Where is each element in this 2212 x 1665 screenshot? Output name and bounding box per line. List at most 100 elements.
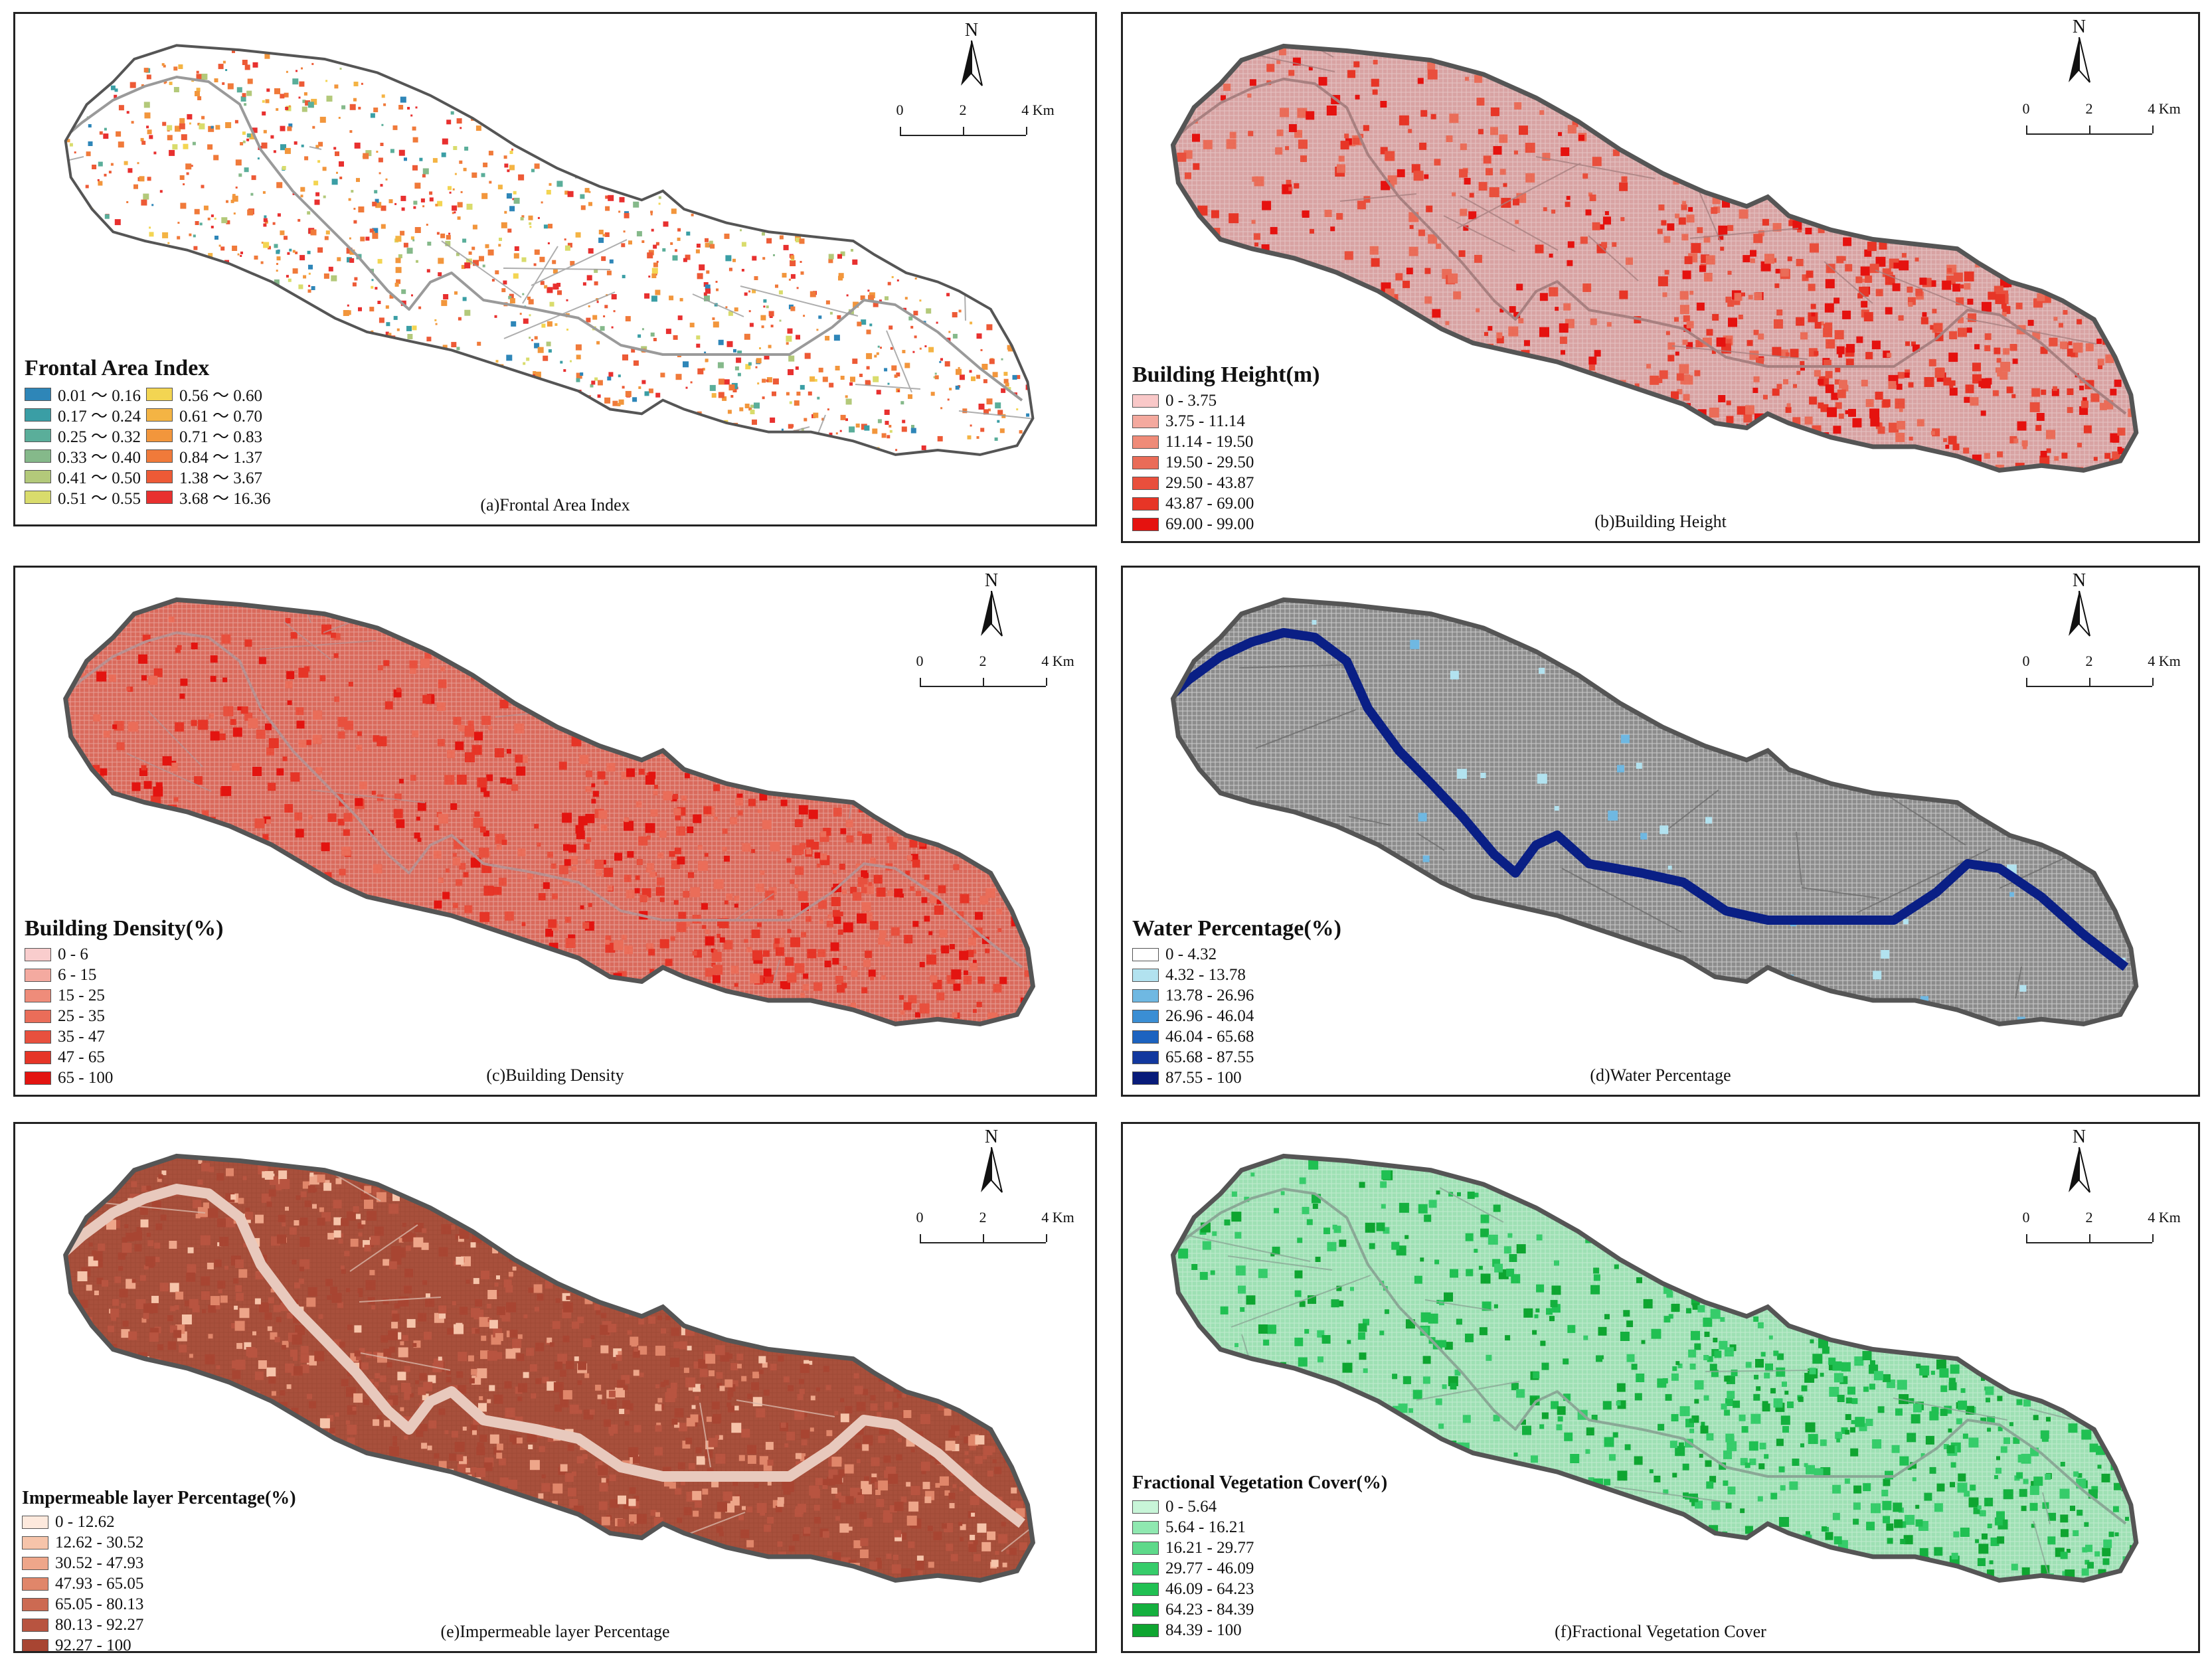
- raster-cell: [211, 214, 214, 218]
- legend-item: 15 - 25: [25, 985, 223, 1006]
- raster-cell: [1543, 207, 1547, 212]
- raster-cell: [766, 377, 772, 383]
- raster-cell: [554, 1404, 562, 1412]
- raster-cell: [386, 322, 390, 327]
- raster-cell: [790, 274, 796, 279]
- raster-cell: [353, 1393, 363, 1403]
- raster-cell: [1338, 155, 1345, 162]
- raster-cell: [363, 1399, 370, 1405]
- raster-cell: [1950, 380, 1956, 386]
- raster-cell: [504, 1381, 512, 1389]
- raster-cell: [582, 922, 590, 929]
- raster-cell: [740, 229, 742, 232]
- raster-cell: [1895, 398, 1905, 409]
- raster-cell: [825, 335, 830, 341]
- raster-cell: [1612, 149, 1620, 157]
- raster-cell: [1376, 1222, 1385, 1231]
- raster-cell: [650, 809, 658, 817]
- raster-cell: [214, 1259, 222, 1267]
- raster-cell: [582, 1454, 588, 1460]
- raster-cell: [398, 254, 402, 258]
- raster-cell: [1675, 1446, 1685, 1457]
- raster-cell: [2023, 445, 2027, 449]
- raster-cell: [973, 1540, 978, 1545]
- raster-cell: [1711, 1370, 1719, 1378]
- raster-cell: [129, 82, 136, 88]
- raster-cell: [296, 707, 304, 716]
- raster-cell: [179, 118, 185, 123]
- raster-cell: [648, 388, 653, 394]
- raster-cell: [617, 1380, 626, 1388]
- raster-cell: [894, 1502, 904, 1512]
- raster-cell: [1525, 173, 1535, 183]
- raster-cell: [333, 1230, 341, 1238]
- raster-cell: [110, 1308, 120, 1318]
- raster-cell: [108, 1325, 114, 1332]
- raster-cell: [218, 64, 224, 70]
- raster-cell: [121, 1303, 126, 1308]
- raster-cell: [521, 257, 527, 262]
- raster-cell: [1326, 106, 1337, 116]
- scale-tick-label: 0: [2022, 653, 2030, 669]
- raster-cell: [635, 875, 640, 880]
- legend-item: 46.04 - 65.68: [1132, 1026, 1341, 1047]
- raster-cell: [958, 1522, 963, 1526]
- raster-cell: [659, 831, 667, 838]
- raster-cell: [697, 860, 708, 871]
- raster-cell: [1930, 325, 1935, 330]
- raster-cell: [438, 878, 444, 883]
- raster-cell: [762, 1362, 768, 1368]
- raster-cell: [912, 859, 920, 868]
- raster-cell: [2060, 1551, 2068, 1559]
- raster-cell: [1513, 1453, 1518, 1457]
- raster-cell: [1994, 285, 2003, 295]
- raster-cell: [1984, 333, 1992, 341]
- raster-cell: [487, 1399, 491, 1403]
- raster-cell: [594, 1304, 600, 1310]
- raster-cell: [474, 732, 483, 741]
- raster-cell: [1646, 364, 1652, 369]
- raster-cell: [1855, 1417, 1865, 1427]
- raster-cell: [1744, 1463, 1750, 1468]
- raster-cell: [290, 1349, 298, 1357]
- raster-cell: [736, 793, 743, 800]
- raster-cell: [861, 887, 867, 894]
- raster-cell: [853, 301, 859, 308]
- raster-cell: [1306, 1219, 1313, 1226]
- raster-cell: [162, 232, 169, 238]
- raster-cell: [557, 1354, 564, 1360]
- raster-cell: [795, 1506, 804, 1514]
- raster-cell: [638, 836, 648, 846]
- raster-cell: [1825, 370, 1833, 378]
- legend-item: 92.27 - 100: [22, 1635, 296, 1651]
- raster-cell: [1919, 278, 1927, 285]
- raster-cell: [607, 376, 612, 381]
- raster-cell: [780, 981, 788, 989]
- raster-cell: [1019, 1542, 1027, 1551]
- raster-cell: [1353, 61, 1360, 68]
- raster-cell: [711, 1401, 720, 1410]
- legend-item: 11.14 - 19.50: [1132, 432, 1319, 452]
- raster-cell: [481, 716, 491, 726]
- raster-cell: [913, 311, 918, 316]
- raster-cell: [717, 1383, 723, 1388]
- raster-cell: [509, 298, 515, 304]
- raster-cell: [709, 384, 716, 391]
- raster-cell: [405, 1245, 411, 1251]
- raster-cell: [1759, 1443, 1766, 1450]
- raster-cell: [149, 232, 154, 237]
- raster-cell: [282, 166, 286, 170]
- raster-cell: [859, 1549, 869, 1558]
- raster-cell: [837, 929, 843, 935]
- scale-tick-label: 4 Km: [2148, 100, 2181, 117]
- raster-cell: [338, 1239, 343, 1244]
- raster-cell: [354, 1350, 361, 1357]
- raster-cell: [153, 151, 157, 155]
- raster-cell: [618, 1351, 622, 1356]
- raster-cell: [1774, 283, 1780, 288]
- legend-swatch: [25, 490, 51, 504]
- raster-cell: [1536, 1234, 1543, 1241]
- raster-cell: [1936, 1483, 1945, 1492]
- raster-cell: [1949, 384, 1954, 388]
- raster-cell: [1734, 293, 1743, 301]
